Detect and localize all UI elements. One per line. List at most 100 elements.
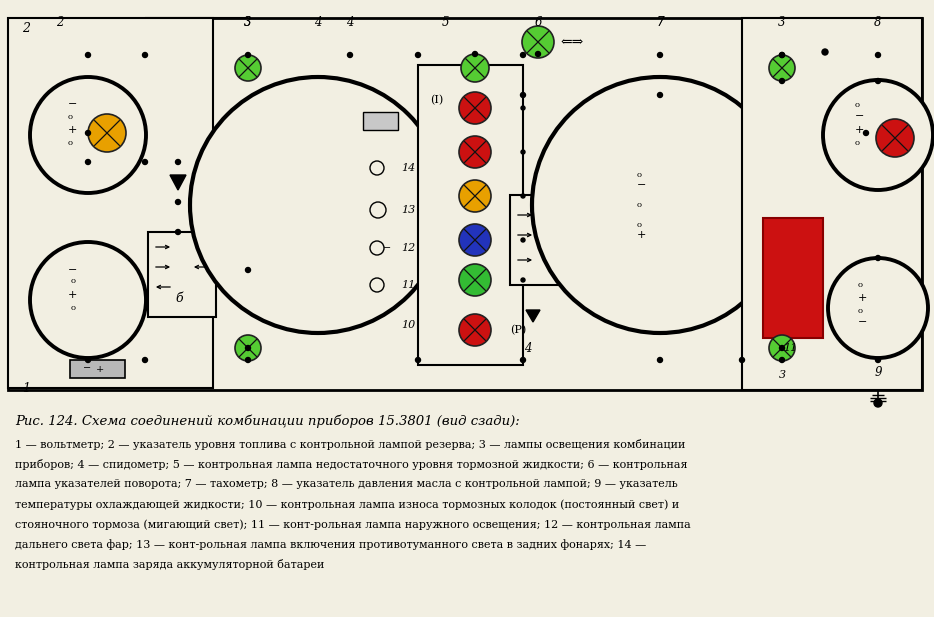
Bar [418, 65, 523, 365]
Circle shape [658, 357, 662, 363]
Circle shape [459, 264, 491, 296]
Text: 14: 14 [401, 163, 415, 173]
Text: +: + [68, 290, 78, 300]
Text: 11: 11 [401, 280, 415, 290]
Text: 3: 3 [245, 15, 252, 28]
Circle shape [88, 114, 126, 152]
Circle shape [176, 230, 180, 234]
Circle shape [521, 238, 525, 242]
Text: o: o [637, 171, 642, 179]
Text: дальнего света фар; 13 — конт-рольная лампа включения противотуманного света в з: дальнего света фар; 13 — конт-рольная ла… [15, 539, 646, 550]
Bar [70, 360, 125, 378]
Circle shape [876, 119, 914, 157]
Circle shape [143, 160, 148, 165]
Circle shape [769, 335, 795, 361]
Circle shape [658, 93, 662, 97]
Bar [148, 232, 216, 317]
Text: (P): (P) [510, 325, 526, 335]
Circle shape [520, 357, 526, 363]
Circle shape [874, 399, 882, 407]
Text: o: o [68, 139, 73, 147]
Circle shape [532, 77, 788, 333]
Text: +: + [96, 365, 105, 373]
Circle shape [822, 49, 828, 55]
Circle shape [370, 202, 386, 218]
Bar [763, 218, 823, 338]
Circle shape [30, 77, 146, 193]
Text: ⇐⇒: ⇐⇒ [560, 35, 583, 49]
Circle shape [461, 54, 489, 82]
Circle shape [875, 78, 881, 83]
Text: −: − [68, 265, 78, 275]
Text: 4: 4 [347, 15, 354, 28]
Text: температуры охлаждающей жидкости; 10 — контрольная лампа износа тормозных колодо: температуры охлаждающей жидкости; 10 — к… [15, 499, 679, 510]
Text: −: − [383, 244, 391, 252]
Circle shape [658, 52, 662, 57]
Circle shape [875, 357, 881, 363]
Text: стояночного тормоза (мигающий свет); 11 — конт-рольная лампа наружного освещения: стояночного тормоза (мигающий свет); 11 … [15, 519, 691, 529]
Text: 1 — вольтметр; 2 — указатель уровня топлива с контрольной лампой резерва; 3 — ла: 1 — вольтметр; 2 — указатель уровня топл… [15, 439, 686, 450]
Circle shape [520, 93, 526, 97]
Circle shape [235, 55, 261, 81]
Text: Рис. 124. Схема соединений комбинации приборов 15.3801 (вид сзади):: Рис. 124. Схема соединений комбинации пр… [15, 415, 519, 428]
Circle shape [521, 194, 525, 198]
Text: +: + [858, 293, 868, 303]
Circle shape [823, 80, 933, 190]
Text: −: − [855, 111, 864, 121]
Text: контрольная лампа заряда аккумуляторной батареи: контрольная лампа заряда аккумуляторной … [15, 559, 324, 570]
Text: 4: 4 [524, 341, 531, 355]
Circle shape [370, 241, 384, 255]
Text: приборов; 4 — спидометр; 5 — контрольная лампа недостаточного уровня тормозной ж: приборов; 4 — спидометр; 5 — контрольная… [15, 459, 687, 470]
Text: −: − [83, 365, 92, 373]
Text: (I): (I) [431, 95, 444, 105]
Bar [510, 195, 575, 285]
Text: 5: 5 [441, 15, 448, 28]
Text: 3: 3 [778, 15, 785, 28]
Circle shape [521, 278, 525, 282]
Circle shape [780, 78, 785, 83]
Text: лампа указателей поворота; 7 — тахометр; 8 — указатель давления масла с контроль: лампа указателей поворота; 7 — тахометр;… [15, 479, 678, 489]
Text: −: − [68, 99, 78, 109]
Text: o: o [855, 139, 860, 147]
Circle shape [86, 131, 91, 136]
Text: 2: 2 [22, 22, 30, 35]
Text: 7: 7 [657, 15, 664, 28]
Circle shape [780, 52, 785, 57]
Text: o: o [637, 201, 642, 209]
Circle shape [769, 55, 795, 81]
Text: 12: 12 [401, 243, 415, 253]
Circle shape [370, 278, 384, 292]
Text: o: o [855, 101, 860, 109]
Circle shape [521, 150, 525, 154]
Text: 1: 1 [22, 382, 30, 395]
Circle shape [459, 314, 491, 346]
Bar [8, 18, 922, 390]
Circle shape [459, 92, 491, 124]
Circle shape [347, 52, 352, 57]
Circle shape [459, 224, 491, 256]
Circle shape [176, 160, 180, 165]
Circle shape [520, 52, 526, 57]
Circle shape [521, 106, 525, 110]
Text: 2: 2 [56, 15, 64, 28]
Circle shape [780, 357, 785, 363]
Circle shape [459, 180, 491, 212]
Circle shape [473, 51, 477, 57]
Bar [8, 18, 213, 388]
Circle shape [459, 136, 491, 168]
Text: o: o [858, 307, 863, 315]
Circle shape [522, 26, 554, 58]
Text: 3: 3 [778, 370, 785, 380]
Circle shape [416, 357, 420, 363]
Text: +: + [68, 125, 78, 135]
Text: 10: 10 [401, 320, 415, 330]
Circle shape [875, 255, 881, 260]
Circle shape [235, 335, 261, 361]
Circle shape [86, 52, 91, 57]
Circle shape [864, 131, 869, 136]
Text: 7: 7 [657, 15, 664, 28]
Circle shape [190, 77, 446, 333]
Text: 3: 3 [245, 15, 252, 28]
Circle shape [246, 268, 250, 273]
Text: −: − [637, 180, 646, 190]
